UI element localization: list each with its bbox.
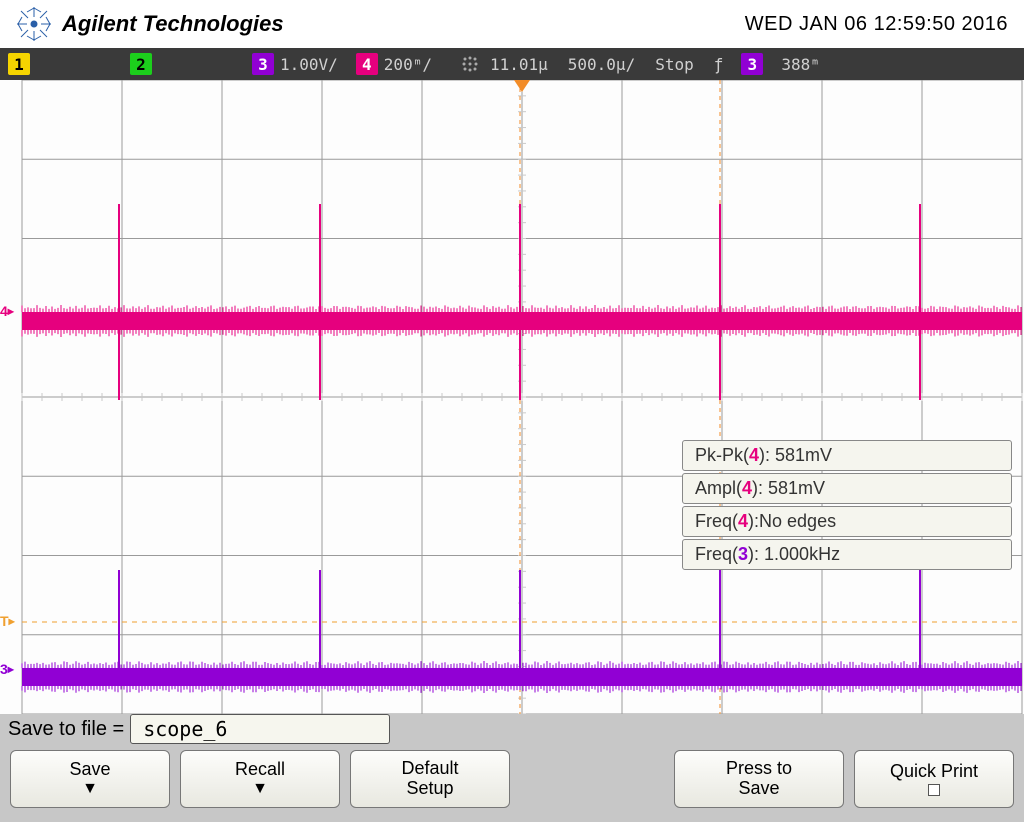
trigger-level: 388ᵐ xyxy=(777,55,824,74)
channel-3-scale: 1.00V/ xyxy=(276,55,342,74)
scope-display: 4▸ T▸ 3▸ Pk-Pk(4): 581mV Ampl(4): 581mV … xyxy=(0,80,1024,714)
channel-4-marker: 4▸ xyxy=(0,303,14,319)
down-arrow-icon: ▼ xyxy=(82,780,98,798)
checkbox-icon xyxy=(928,784,940,796)
default-setup-button[interactable]: Default Setup xyxy=(350,750,510,808)
timebase-icon xyxy=(458,52,482,76)
trigger-level-marker: T▸ xyxy=(0,613,15,629)
quick-print-button[interactable]: Quick Print xyxy=(854,750,1014,808)
channel-2-badge[interactable]: 2 xyxy=(130,53,152,75)
channel-1-badge[interactable]: 1 xyxy=(8,53,30,75)
toolbar: 1 2 3 1.00V/ 4 200ᵐ/ 11.01µ 500.0µ/ Stop… xyxy=(0,48,1024,80)
timebase-scale: 500.0µ/ xyxy=(564,55,639,74)
measurement-row: Freq(3): 1.000kHz xyxy=(682,539,1012,570)
timestamp: WED JAN 06 12:59:50 2016 xyxy=(745,13,1008,36)
filename-input[interactable]: scope_6 xyxy=(130,714,390,744)
run-state[interactable]: Stop xyxy=(651,55,698,74)
save-button[interactable]: Save ▼ xyxy=(10,750,170,808)
brand-name: Agilent Technologies xyxy=(62,11,284,37)
footer: Save to file = scope_6 Save ▼ Recall ▼ D… xyxy=(0,714,1024,822)
button-row: Save ▼ Recall ▼ Default Setup Press to S… xyxy=(0,744,1024,814)
recall-button[interactable]: Recall ▼ xyxy=(180,750,340,808)
trigger-edge-icon[interactable]: ƒ xyxy=(710,55,728,74)
trigger-channel-badge[interactable]: 3 xyxy=(741,53,763,75)
header-bar: Agilent Technologies WED JAN 06 12:59:50… xyxy=(0,0,1024,48)
channel-4-scale: 200ᵐ/ xyxy=(380,55,436,74)
press-to-save-button[interactable]: Press to Save xyxy=(674,750,844,808)
brand: Agilent Technologies xyxy=(16,6,284,42)
timebase-delay: 11.01µ xyxy=(486,55,552,74)
measurement-row: Pk-Pk(4): 581mV xyxy=(682,440,1012,471)
save-to-file-label: Save to file = xyxy=(8,718,124,741)
brand-logo-icon xyxy=(16,6,52,42)
save-file-line: Save to file = scope_6 xyxy=(0,714,1024,744)
channel-3-badge[interactable]: 3 xyxy=(252,53,274,75)
measurements-panel: Pk-Pk(4): 581mV Ampl(4): 581mV Freq(4):N… xyxy=(682,440,1012,572)
measurement-row: Ampl(4): 581mV xyxy=(682,473,1012,504)
channel-4-badge[interactable]: 4 xyxy=(356,53,378,75)
down-arrow-icon: ▼ xyxy=(252,780,268,798)
scope-grid xyxy=(0,80,1024,714)
measurement-row: Freq(4):No edges xyxy=(682,506,1012,537)
channel-3-marker: 3▸ xyxy=(0,661,14,677)
